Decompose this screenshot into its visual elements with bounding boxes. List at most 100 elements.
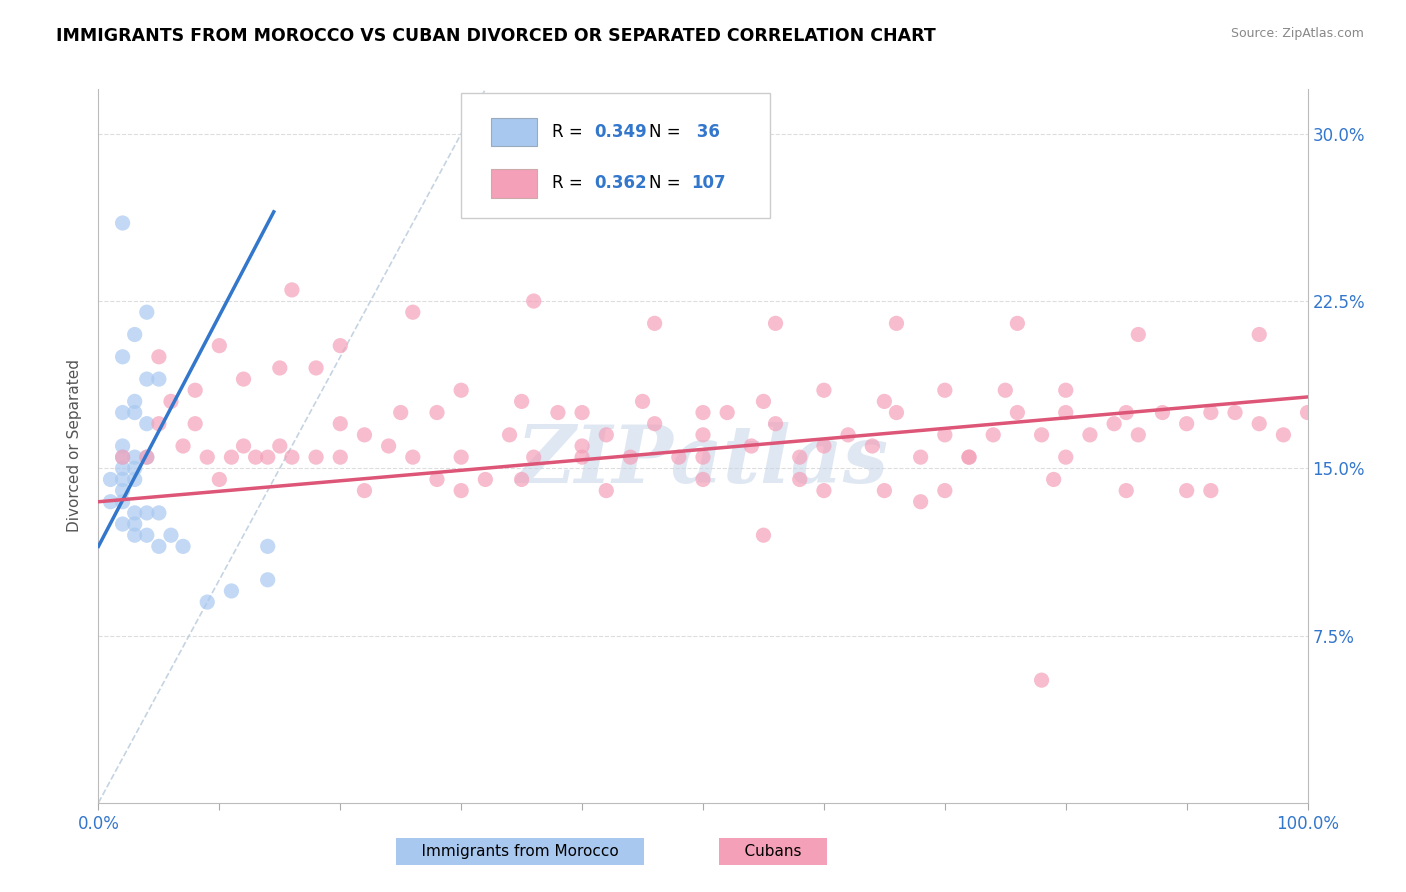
Point [329, 417, 352, 431]
Point [692, 427, 714, 442]
Point [1042, 473, 1064, 487]
Point [111, 461, 134, 475]
Point [1031, 673, 1053, 687]
Point [100, 494, 122, 508]
Point [124, 461, 146, 475]
Point [111, 494, 134, 508]
Point [498, 427, 520, 442]
Text: IMMIGRANTS FROM MOROCCO VS CUBAN DIVORCED OR SEPARATED CORRELATION CHART: IMMIGRANTS FROM MOROCCO VS CUBAN DIVORCE… [56, 27, 936, 45]
Point [124, 528, 146, 542]
Point [752, 528, 775, 542]
Point [148, 417, 170, 431]
Point [474, 473, 496, 487]
Point [1199, 405, 1222, 419]
Point [172, 539, 194, 553]
Point [934, 384, 956, 398]
Point [172, 439, 194, 453]
Point [269, 439, 291, 453]
Point [1128, 327, 1150, 342]
Point [644, 417, 666, 431]
Point [450, 384, 472, 398]
Text: R =: R = [551, 175, 588, 193]
Point [571, 439, 593, 453]
Point [957, 450, 980, 464]
Point [1272, 427, 1295, 442]
Point [1054, 405, 1077, 419]
Point [910, 450, 932, 464]
Point [571, 450, 593, 464]
Point [510, 473, 533, 487]
Point [450, 483, 472, 498]
Point [124, 516, 146, 531]
Point [752, 394, 775, 409]
Point [426, 473, 449, 487]
Point [135, 450, 157, 464]
Point [184, 384, 207, 398]
Point [148, 350, 170, 364]
Point [111, 450, 134, 464]
Point [813, 483, 835, 498]
Point [377, 439, 399, 453]
Point [886, 316, 908, 330]
Point [111, 473, 134, 487]
Point [910, 494, 932, 508]
Point [124, 394, 146, 409]
Point [1054, 450, 1077, 464]
Point [595, 483, 617, 498]
Point [426, 405, 449, 419]
Point [389, 405, 412, 419]
Point [281, 450, 304, 464]
Text: Cubans: Cubans [725, 845, 821, 859]
FancyBboxPatch shape [492, 169, 537, 198]
Text: N =: N = [648, 123, 686, 141]
Point [668, 450, 690, 464]
Point [571, 405, 593, 419]
Point [886, 405, 908, 419]
FancyBboxPatch shape [461, 93, 769, 218]
Point [402, 450, 425, 464]
Point [957, 450, 980, 464]
Point [269, 360, 291, 375]
Point [148, 506, 170, 520]
Point [644, 316, 666, 330]
Point [208, 473, 231, 487]
Point [692, 450, 714, 464]
Point [232, 439, 254, 453]
Point [353, 483, 375, 498]
Point [124, 473, 146, 487]
Point [934, 483, 956, 498]
Point [1054, 384, 1077, 398]
Point [1199, 483, 1222, 498]
Point [523, 450, 546, 464]
Point [221, 450, 243, 464]
Point [765, 316, 787, 330]
Point [1296, 405, 1319, 419]
Text: Source: ZipAtlas.com: Source: ZipAtlas.com [1230, 27, 1364, 40]
Point [450, 450, 472, 464]
Point [329, 338, 352, 352]
Point [402, 305, 425, 319]
Point [124, 450, 146, 464]
Text: R =: R = [551, 123, 588, 141]
Point [692, 405, 714, 419]
Text: Immigrants from Morocco: Immigrants from Morocco [402, 845, 638, 859]
Point [111, 439, 134, 453]
Point [329, 450, 352, 464]
Point [1128, 427, 1150, 442]
Point [111, 216, 134, 230]
Text: 36: 36 [690, 123, 720, 141]
Point [1078, 427, 1101, 442]
Point [1102, 417, 1125, 431]
Point [160, 528, 183, 542]
Point [1115, 483, 1137, 498]
Text: 0.362: 0.362 [595, 175, 647, 193]
Point [740, 439, 762, 453]
Point [135, 372, 157, 386]
Point [135, 417, 157, 431]
Point [631, 394, 654, 409]
Point [124, 405, 146, 419]
Point [148, 372, 170, 386]
Point [1175, 417, 1198, 431]
Point [692, 473, 714, 487]
Point [837, 427, 859, 442]
